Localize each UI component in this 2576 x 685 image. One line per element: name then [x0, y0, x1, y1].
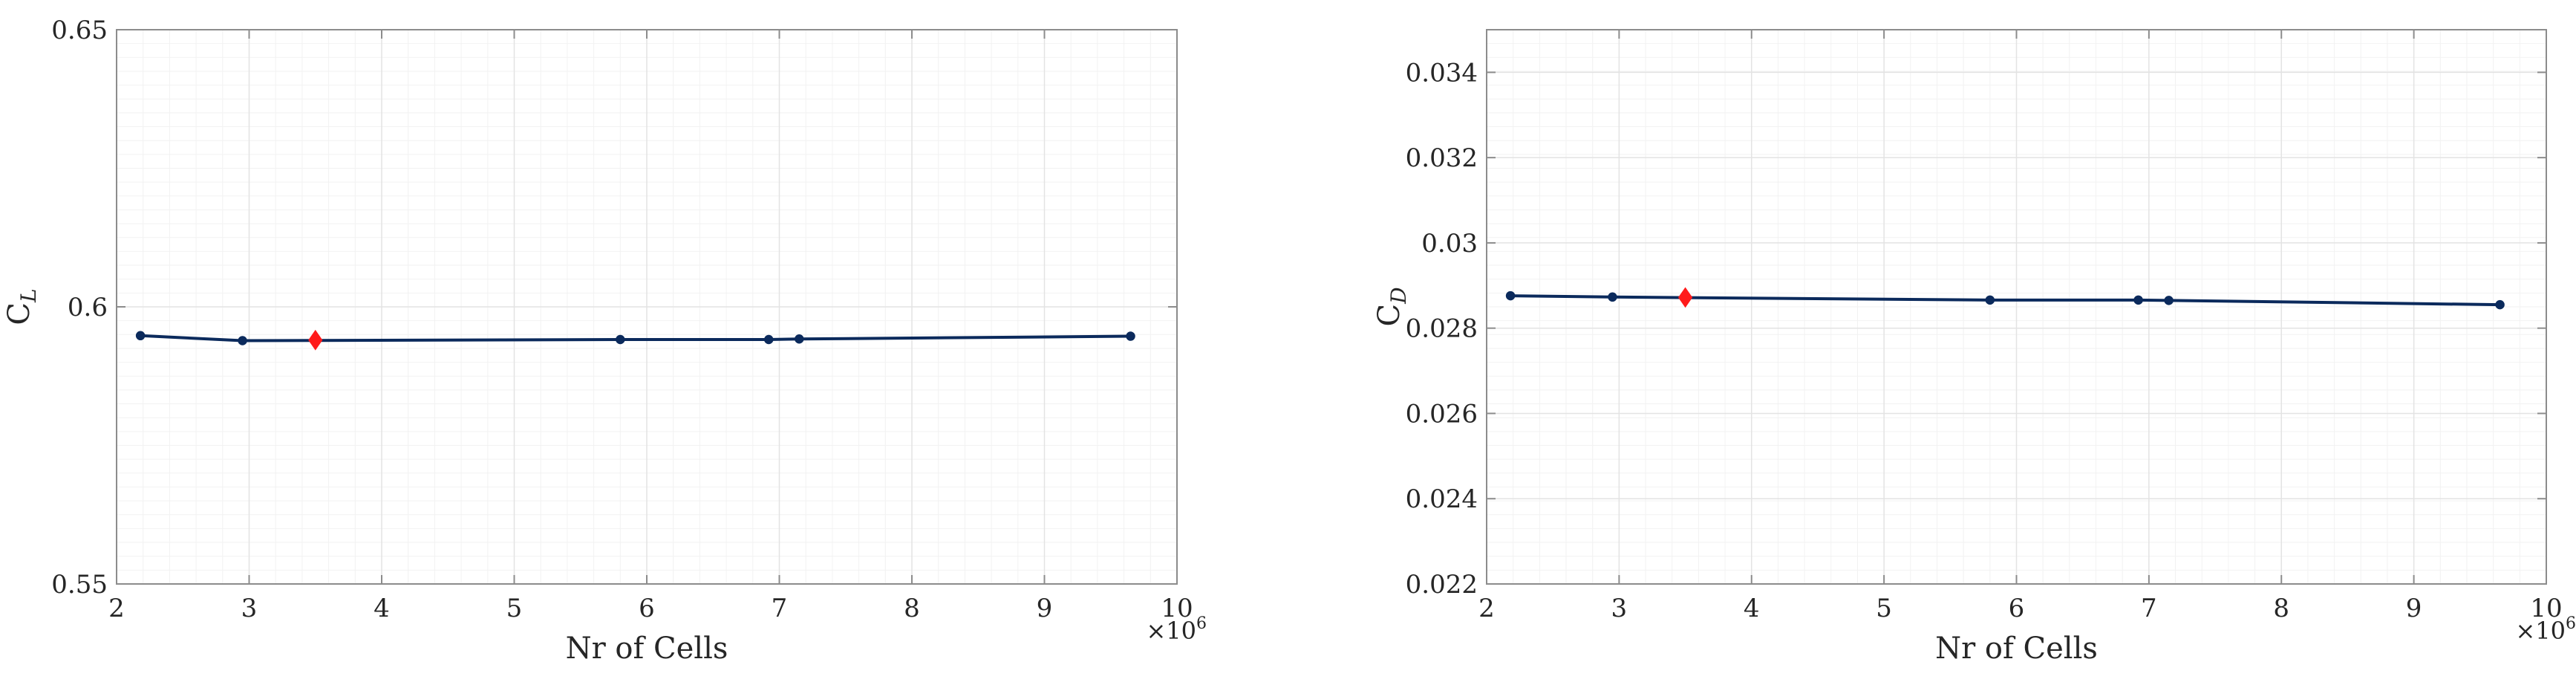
x-tick-label: 2: [108, 594, 125, 623]
x-tick-label: 7: [2141, 594, 2157, 623]
x-axis-label: Nr of Cells: [1935, 632, 2098, 666]
chart-drag-coefficient: 2 3 4 5 6 7 8 9 10 0.022 0.024 0.026 0.028 0.03 0.032 0…: [1372, 29, 2576, 666]
y-axis-label: CL: [2, 288, 41, 325]
y-axis-label-main: C: [2, 302, 36, 325]
data-point: [2133, 295, 2143, 305]
x-tick-label: 9: [1037, 594, 1053, 623]
y-tick-label: 0.022: [1406, 570, 1478, 600]
x-tick-label: 5: [1876, 594, 1892, 623]
x-tick-label: 4: [374, 594, 390, 623]
x-exponent-base: ×10: [2515, 617, 2566, 645]
x-exponent-power: 6: [1196, 614, 1207, 633]
y-tick-label: 0.03: [1421, 229, 1478, 259]
minor-grid: [1486, 29, 2547, 585]
data-point: [616, 334, 625, 345]
x-axis-label: Nr of Cells: [566, 632, 728, 666]
x-tick-label: 8: [2273, 594, 2289, 623]
data-point: [763, 334, 774, 345]
highlight-marker: [308, 329, 323, 351]
series-line: [1510, 294, 2500, 307]
x-tick-label: 10: [1161, 594, 1193, 623]
data-point: [238, 336, 247, 345]
x-tick-label: 4: [1744, 594, 1760, 623]
x-tick-label: 2: [1478, 594, 1495, 623]
x-exponent-label: ×106: [1146, 614, 1207, 645]
y-axis-label-subscript: D: [1386, 287, 1411, 304]
data-point: [1126, 331, 1135, 341]
data-point: [2164, 296, 2174, 305]
y-tick-label: 0.6: [68, 293, 108, 322]
x-tick-label: 8: [904, 594, 920, 623]
y-tick-label: 0.55: [51, 570, 108, 600]
y-tick-label: 0.032: [1406, 143, 1478, 173]
data-point: [2495, 299, 2505, 310]
highlight-marker: [1677, 287, 1693, 308]
x-exponent-label: ×106: [2515, 614, 2576, 645]
x-tick-label: 10: [2530, 594, 2562, 623]
data-point: [1985, 295, 1995, 305]
series-line: [140, 334, 1131, 342]
x-exponent-power: 6: [2566, 614, 2576, 633]
x-tick-label: 9: [2406, 594, 2422, 623]
y-tick-label: 0.028: [1406, 314, 1478, 344]
data-point: [795, 334, 804, 344]
y-tick-label: 0.026: [1406, 399, 1478, 429]
x-tick-label: 3: [1611, 594, 1628, 623]
data-point: [1505, 290, 1516, 301]
x-tick-label: 7: [772, 594, 788, 623]
y-tick-label: 0.034: [1406, 58, 1478, 88]
x-tick-label: 5: [506, 594, 523, 623]
x-tick-label: 6: [2009, 594, 2025, 623]
data-point: [1608, 292, 1617, 302]
y-tick-label: 0.024: [1406, 484, 1478, 514]
y-axis-label-subscript: L: [16, 288, 41, 303]
y-axis-label: CD: [1372, 287, 1411, 326]
x-tick-label: 6: [639, 594, 655, 623]
x-tick-label: 3: [241, 594, 258, 623]
y-axis-label-main: C: [1372, 304, 1406, 327]
data-point: [135, 331, 146, 341]
x-exponent-base: ×10: [1146, 617, 1196, 645]
y-tick-label: 0.65: [51, 16, 108, 45]
